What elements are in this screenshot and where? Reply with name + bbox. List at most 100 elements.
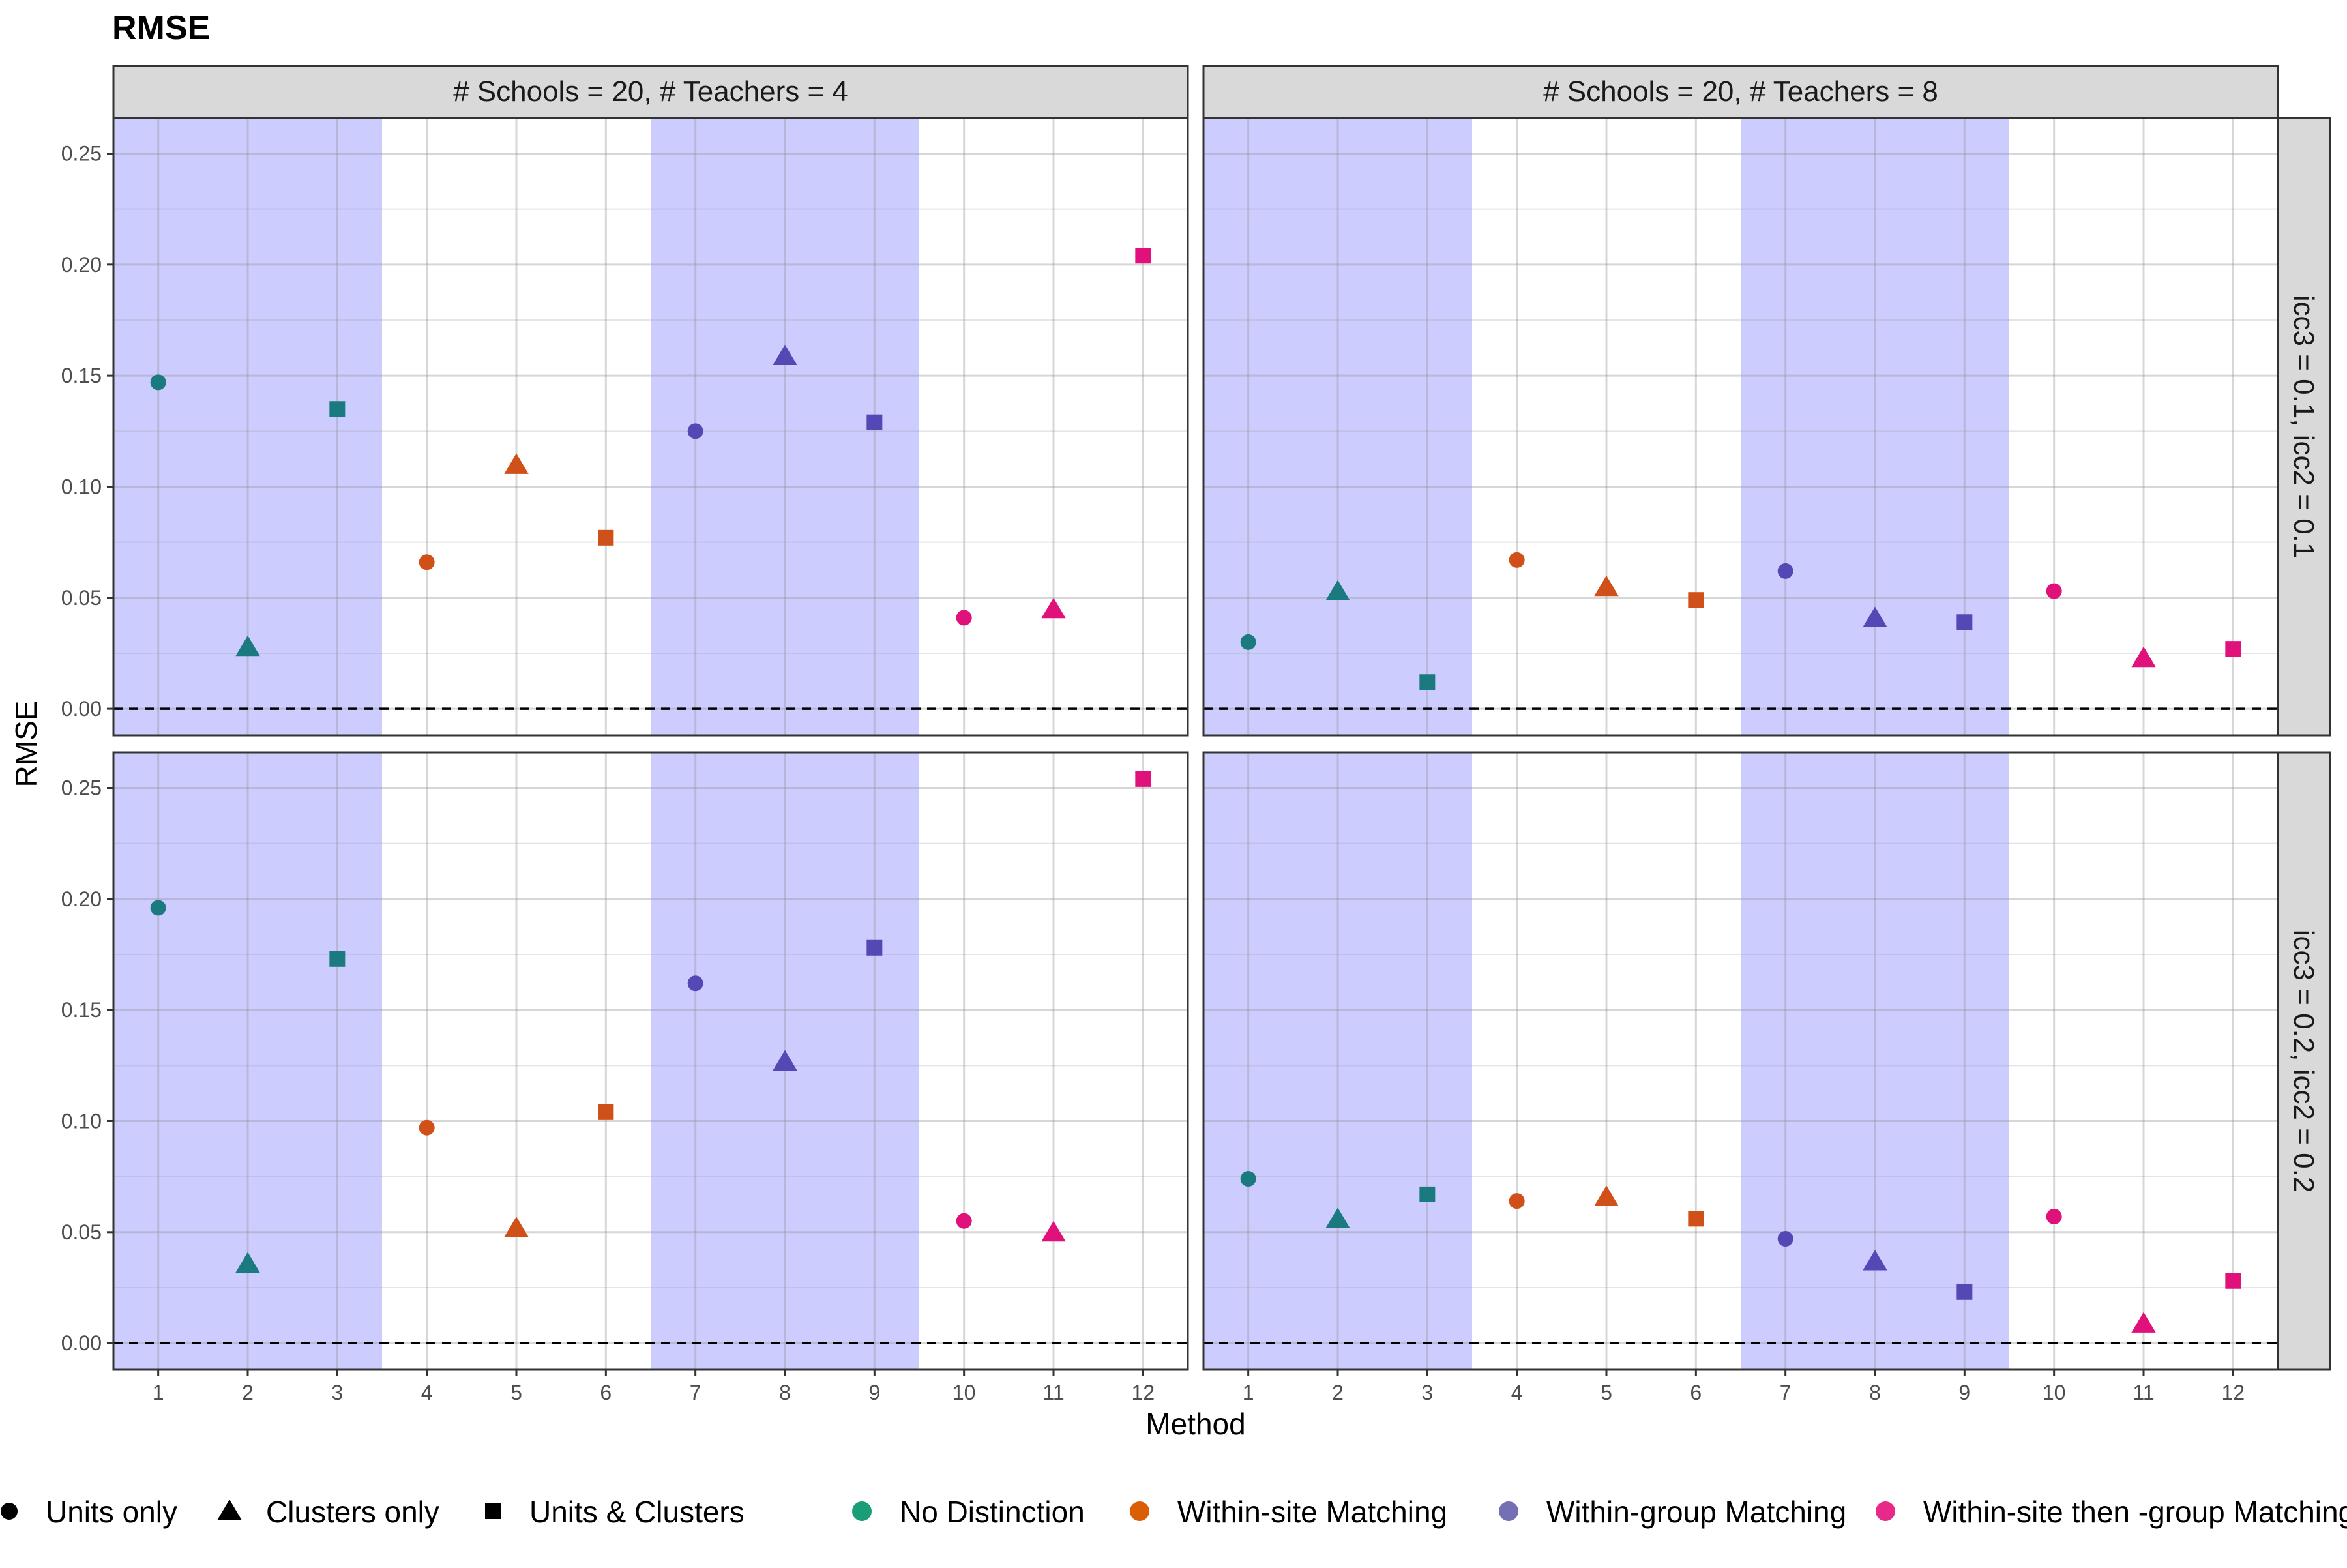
data-point-method-3 [329, 951, 346, 967]
data-point-method-8 [773, 344, 797, 365]
facet-panel-r2-c2: 1 2 3 4 5 6 7 8 9 10 11 12 [1202, 751, 2279, 1404]
data-point-method-5 [504, 1216, 529, 1237]
facet-panel-r1-c1: 0.00 0.05 0.10 0.15 0.20 0.25 [61, 117, 1189, 737]
chart-title: RMSE [112, 9, 210, 47]
shaded-method-band [1203, 752, 1472, 1370]
data-point-method-1 [150, 900, 166, 916]
x-tick-label: 11 [1042, 1381, 1064, 1404]
data-point-method-4 [1509, 552, 1525, 568]
legend-color-swatch [1130, 1501, 1149, 1521]
x-tick-label: 7 [690, 1381, 701, 1404]
y-tick-label: 0.05 [61, 1220, 102, 1244]
y-tick-label: 0.25 [61, 142, 102, 166]
data-point-method-3 [1419, 674, 1436, 690]
y-tick-label: 0.25 [61, 777, 102, 800]
data-point-method-10 [2046, 1208, 2062, 1224]
data-point-method-8 [1863, 1250, 1887, 1271]
x-tick-label: 5 [510, 1381, 522, 1404]
shaded-method-band [1203, 118, 1472, 735]
data-point-method-9 [1956, 614, 1973, 630]
data-point-method-10 [956, 610, 972, 626]
facet-panel-r1-c2 [1202, 117, 2279, 737]
data-point-method-6 [1688, 592, 1704, 608]
data-point-method-9 [1956, 1284, 1973, 1300]
data-point-method-2 [1325, 580, 1350, 601]
x-tick-label: 9 [868, 1381, 880, 1404]
legend-square-symbol [485, 1503, 501, 1519]
x-tick-label: 10 [2043, 1381, 2066, 1404]
data-point-method-3 [1419, 1186, 1436, 1202]
legend-circle-symbol [1, 1503, 18, 1520]
y-tick-label: 0.20 [61, 887, 102, 911]
y-tick-label: 0.05 [61, 586, 102, 610]
x-tick-label: 12 [1132, 1381, 1155, 1404]
data-point-method-1 [1240, 1171, 1256, 1187]
x-tick-label: 8 [1869, 1381, 1881, 1404]
x-tick-label: 2 [242, 1381, 254, 1404]
x-tick-label: 6 [1690, 1381, 1702, 1404]
facet-panel-r2-c1: 0.000.050.100.150.200.251 2 3 4 5 6 7 8 9 10 11 12 [61, 751, 1189, 1404]
row-strip-label: icc3 = 0.2, icc2 = 0.2 [2288, 930, 2320, 1193]
data-point-method-2 [235, 1252, 260, 1273]
data-point-method-9 [866, 939, 883, 956]
legend-color-label: No Distinction [900, 1495, 1085, 1529]
x-tick-label: 4 [1511, 1381, 1523, 1404]
panel-border [112, 751, 1189, 1371]
data-point-method-1 [150, 374, 166, 391]
data-point-method-7 [1777, 563, 1793, 579]
y-tick-label: 0.00 [61, 697, 102, 720]
y-tick-label: 0.15 [61, 998, 102, 1022]
x-tick-label: 12 [2222, 1381, 2245, 1404]
row-strip-label: icc3 = 0.1, icc2 = 0.1 [2288, 295, 2320, 559]
legend-color-label: Within-group Matching [1546, 1495, 1846, 1529]
data-point-method-11 [2131, 1312, 2156, 1333]
x-tick-label: 8 [779, 1381, 791, 1404]
row-strip-2 [2277, 751, 2331, 1371]
column-strip-2 [1202, 65, 2279, 119]
x-tick-label: 3 [331, 1381, 343, 1404]
data-point-method-5 [1594, 1185, 1619, 1206]
x-tick-label: 4 [421, 1381, 433, 1404]
legend-triangle-symbol [217, 1500, 242, 1520]
data-point-method-6 [598, 529, 614, 546]
y-tick-label: 0.10 [61, 475, 102, 498]
data-point-method-6 [598, 1104, 614, 1120]
data-point-method-7 [687, 975, 703, 992]
x-tick-label: 11 [2133, 1381, 2154, 1404]
x-tick-label: 7 [1780, 1381, 1792, 1404]
y-tick-label: 0.20 [61, 253, 102, 276]
data-point-method-11 [1041, 1220, 1066, 1242]
x-tick-label: 5 [1601, 1381, 1612, 1404]
y-tick-label: 0.10 [61, 1109, 102, 1132]
shaded-method-band [113, 118, 382, 735]
row-strip-1 [2277, 117, 2331, 737]
data-point-method-8 [1863, 606, 1887, 627]
y-tick-label: 0.00 [61, 1331, 102, 1355]
x-tick-label: 1 [1243, 1381, 1254, 1404]
data-point-method-9 [866, 414, 883, 430]
y-axis-title: RMSE [9, 701, 43, 788]
data-point-method-4 [1509, 1193, 1525, 1209]
x-tick-label: 1 [153, 1381, 164, 1404]
legend-color-label: Within-site then -group Matching [1923, 1495, 2347, 1529]
data-point-method-4 [419, 1119, 435, 1136]
y-tick-label: 0.15 [61, 364, 102, 387]
data-point-method-7 [1777, 1231, 1793, 1247]
data-point-method-12 [2225, 641, 2241, 657]
data-point-method-12 [2225, 1273, 2241, 1289]
legend-color-swatch [1499, 1501, 1518, 1521]
x-tick-label: 2 [1332, 1381, 1344, 1404]
data-point-method-3 [329, 401, 346, 417]
legend-color-swatch [852, 1501, 872, 1521]
data-point-method-7 [687, 423, 703, 439]
column-strip-label: # Schools = 20, # Teachers = 8 [1543, 76, 1938, 108]
column-strip-label: # Schools = 20, # Teachers = 4 [453, 76, 848, 108]
data-point-method-5 [1594, 575, 1619, 597]
data-point-method-8 [773, 1050, 797, 1071]
legend-shape-label: Units & Clusters [529, 1495, 745, 1529]
data-point-method-1 [1240, 634, 1256, 650]
x-tick-label: 9 [1958, 1381, 1970, 1404]
x-axis-title: Method [1145, 1407, 1245, 1441]
